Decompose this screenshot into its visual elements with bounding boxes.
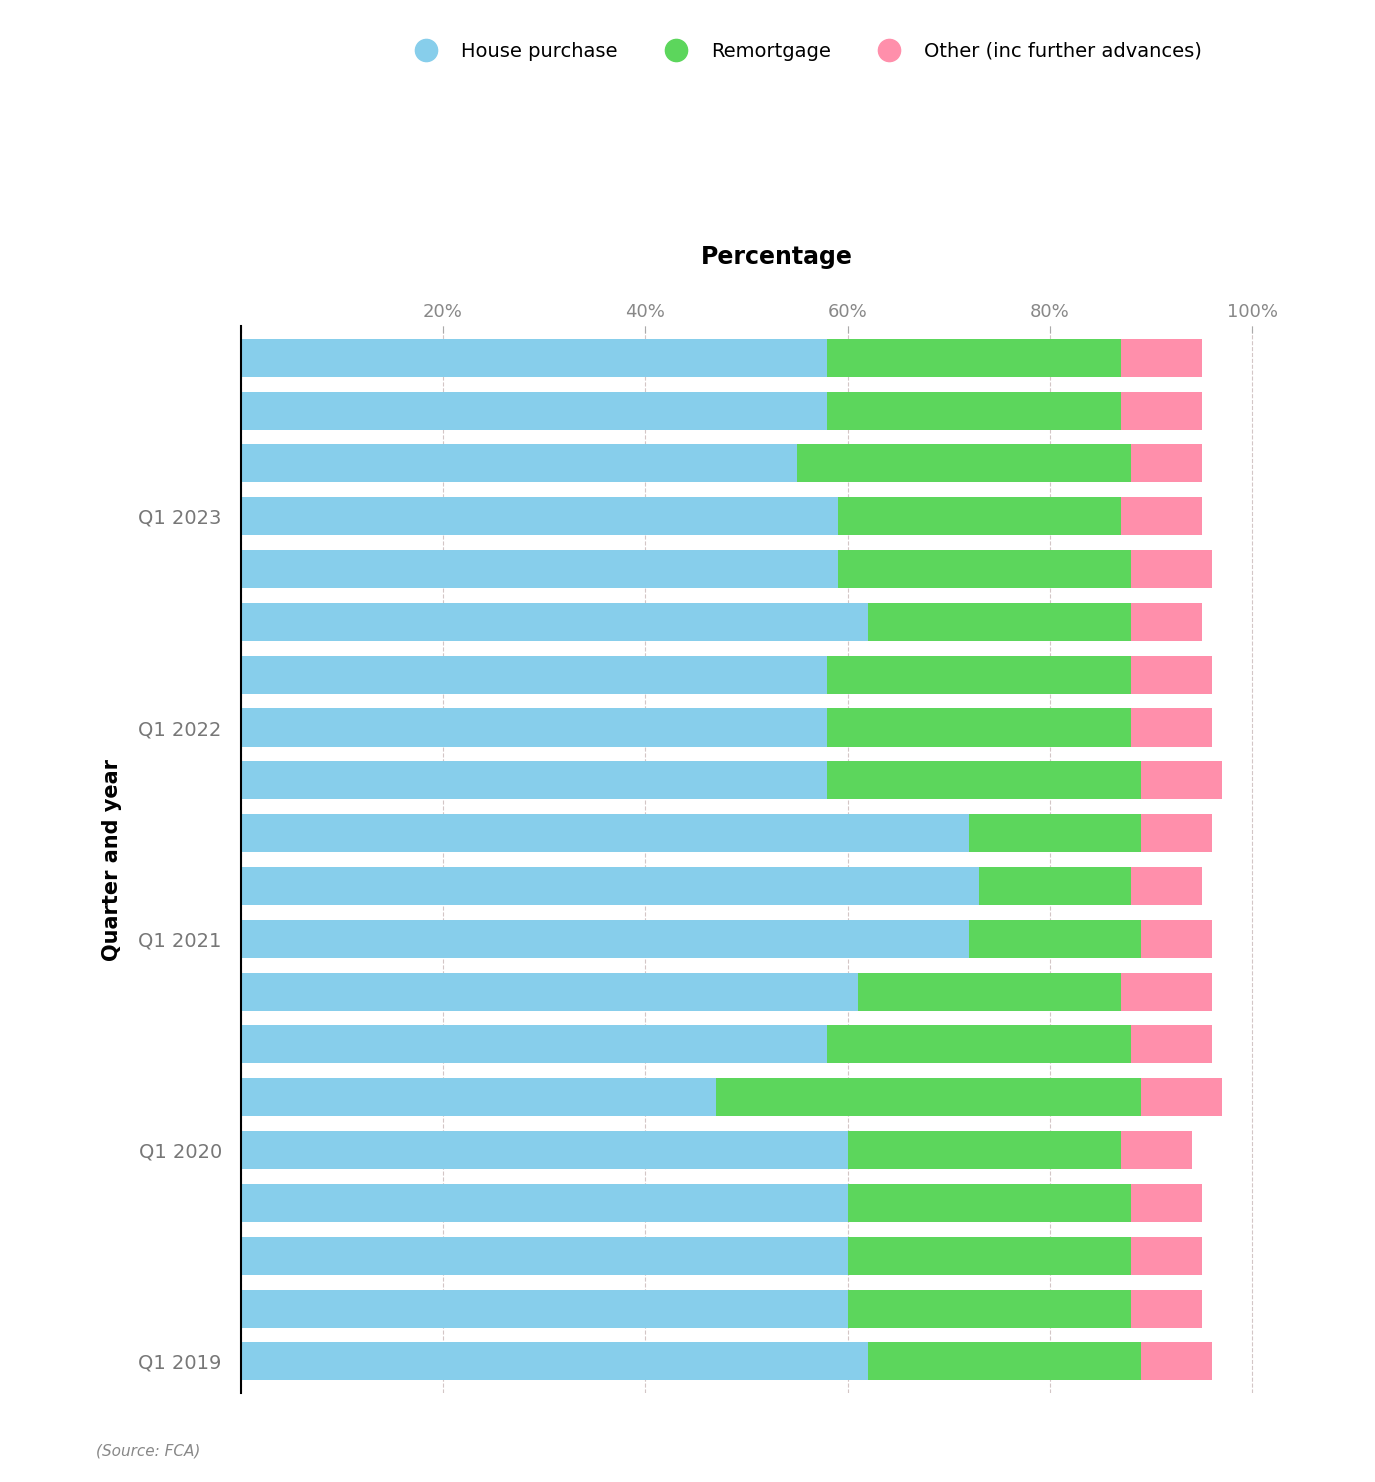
Bar [241,1289,848,1328]
Bar [241,972,858,1011]
Bar [241,550,837,588]
Bar [241,1343,868,1380]
Bar [868,603,1132,640]
Title: Percentage: Percentage [701,245,852,268]
Text: (Source: FCA): (Source: FCA) [96,1443,201,1458]
Bar [1121,339,1202,376]
Bar [241,1079,716,1116]
Bar [969,920,1141,957]
Bar [241,762,828,799]
Bar [1132,603,1202,640]
Bar [241,603,868,640]
Bar [1121,391,1202,430]
Bar [969,814,1141,852]
Bar [858,972,1121,1011]
Bar [241,496,837,535]
Bar [828,655,1132,694]
Bar [241,1184,848,1223]
Bar [241,339,828,376]
Bar [1141,762,1222,799]
Bar [848,1131,1121,1169]
Bar [1132,708,1211,747]
Bar [848,1289,1132,1328]
Bar [241,391,828,430]
Bar [1132,1289,1202,1328]
Bar [241,1026,828,1064]
Bar [1121,496,1202,535]
Bar [848,1236,1132,1275]
Bar [1132,1184,1202,1223]
Bar [241,708,828,747]
Bar [1132,867,1202,906]
Bar [1132,1236,1202,1275]
Bar [241,920,969,957]
Bar [1141,1079,1222,1116]
Bar [1132,1026,1211,1064]
Bar [848,1184,1132,1223]
Bar [1141,920,1211,957]
Bar [241,445,798,483]
Bar [1141,814,1211,852]
Bar [241,1131,848,1169]
Bar [241,1236,848,1275]
Bar [868,1343,1141,1380]
Bar [828,762,1141,799]
Bar [716,1079,1141,1116]
Bar [828,1026,1132,1064]
Y-axis label: Quarter and year: Quarter and year [102,759,122,960]
Bar [837,550,1132,588]
Bar [979,867,1132,906]
Bar [828,391,1121,430]
Bar [1121,972,1211,1011]
Bar [837,496,1121,535]
Bar [1132,550,1211,588]
Bar [828,339,1121,376]
Bar [241,814,969,852]
Bar [1132,655,1211,694]
Legend: House purchase, Remortgage, Other (inc further advances): House purchase, Remortgage, Other (inc f… [397,33,1211,71]
Bar [241,655,828,694]
Bar [1121,1131,1192,1169]
Bar [1141,1343,1211,1380]
Bar [798,445,1132,483]
Bar [241,867,979,906]
Bar [1132,445,1202,483]
Bar [828,708,1132,747]
